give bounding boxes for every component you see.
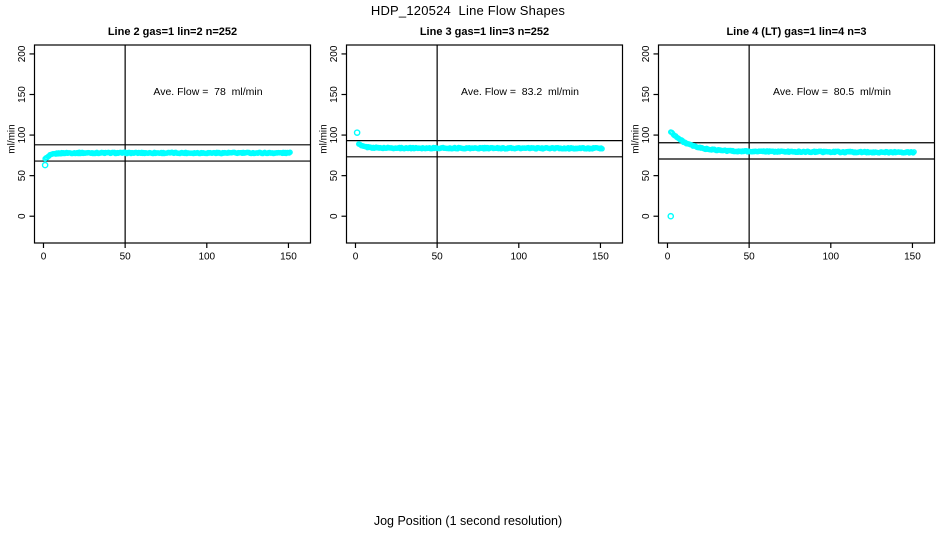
axis-ticks: 0 50 100 150 0 50 100 150 200	[17, 45, 297, 262]
panel-line-4: Line 4 (LT) gas=1 lin=4 n=3 Ave. Flow = …	[624, 0, 936, 280]
scatter-plot-line-3: 0 50 100 150 0 50 100 150 200	[329, 44, 624, 263]
x-tick-label: 150	[904, 252, 921, 263]
x-tick-label: 50	[432, 252, 444, 263]
plot-box	[345, 44, 624, 244]
data-points	[667, 129, 917, 220]
x-tick-label: 150	[280, 252, 297, 263]
x-tick-label: 150	[592, 252, 609, 263]
x-tick-label: 100	[822, 252, 839, 263]
x-axis-label: Jog Position (1 second resolution)	[373, 514, 563, 528]
data-points	[41, 149, 293, 169]
y-tick-label: 50	[17, 170, 28, 182]
y-tick-label: 100	[641, 126, 652, 143]
y-tick-label: 200	[329, 45, 340, 62]
axis-ticks: 0 50 100 150 0 50 100 150 200	[329, 45, 609, 262]
outlier-point	[41, 161, 49, 169]
x-tick-label: 100	[510, 252, 527, 263]
ave-flow-annotation: Ave. Flow = 80.5 ml/min	[773, 86, 891, 98]
x-tick-label: 0	[665, 252, 671, 263]
x-tick-label: 100	[198, 252, 215, 263]
axis-ticks: 0 50 100 150 0 50 100 150 200	[641, 45, 921, 262]
y-tick-label: 0	[329, 213, 340, 219]
panel-line-3: Line 3 gas=1 lin=3 n=252 Ave. Flow = 83.…	[312, 0, 624, 280]
outlier-point	[667, 212, 675, 220]
ave-flow-annotation: Ave. Flow = 83.2 ml/min	[461, 86, 579, 98]
y-tick-label: 200	[17, 45, 28, 62]
y-tick-label: 0	[17, 213, 28, 219]
figure-title: HDP_120524 Line Flow Shapes	[370, 3, 566, 18]
y-tick-label: 150	[641, 86, 652, 103]
outlier-point	[353, 129, 361, 136]
y-tick-label: 200	[641, 45, 652, 62]
plot-box	[657, 44, 936, 244]
data-points	[353, 129, 605, 152]
y-tick-label: 150	[329, 86, 340, 103]
y-tick-label: 100	[17, 126, 28, 143]
y-tick-label: 0	[641, 213, 652, 219]
plot-box	[33, 44, 312, 244]
panel-title: Line 4 (LT) gas=1 lin=4 n=3	[726, 26, 867, 38]
panel-title: Line 3 gas=1 lin=3 n=252	[419, 26, 550, 38]
x-tick-label: 50	[120, 252, 132, 263]
panel-line-2: Line 2 gas=1 lin=2 n=252 Ave. Flow = 78 …	[0, 0, 312, 280]
ave-flow-annotation: Ave. Flow = 78 ml/min	[153, 86, 263, 98]
y-tick-label: 100	[329, 126, 340, 143]
panel-title: Line 2 gas=1 lin=2 n=252	[107, 26, 238, 38]
x-tick-label: 0	[353, 252, 359, 263]
scatter-plot-line-2: 0 50 100 150 0 50 100 150 200	[17, 44, 312, 263]
x-tick-label: 0	[41, 252, 47, 263]
x-tick-label: 50	[744, 252, 756, 263]
scatter-plot-line-4: 0 50 100 150 0 50 100 150 200	[641, 44, 936, 263]
y-tick-label: 50	[641, 170, 652, 182]
y-tick-label: 50	[329, 170, 340, 182]
y-tick-label: 150	[17, 86, 28, 103]
